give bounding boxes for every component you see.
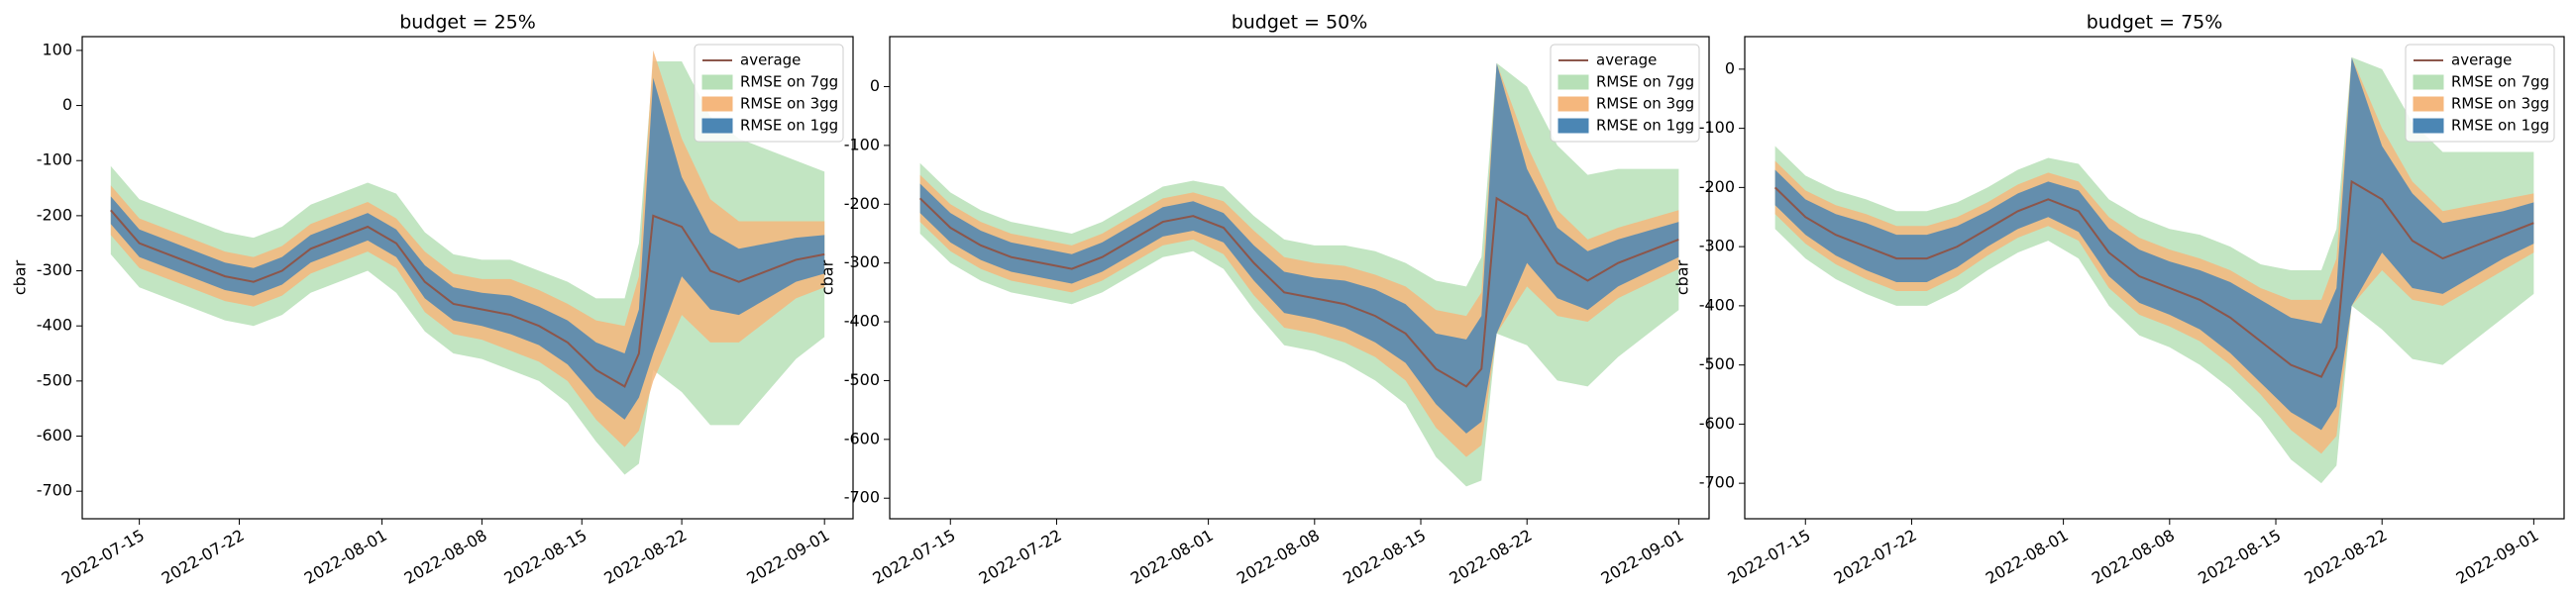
y-tick-label: 0 [62, 95, 72, 114]
y-tick-label: -700 [37, 481, 72, 500]
y-tick-label: -500 [844, 370, 880, 389]
y-tick-label: 0 [1725, 58, 1735, 77]
legend-swatch [701, 118, 733, 134]
plot-frame [889, 36, 1710, 520]
legend-label: RMSE on 3gg [740, 95, 838, 113]
legend-label: RMSE on 7gg [2451, 73, 2549, 91]
legend-label: average [740, 51, 801, 69]
y-tick-label: -300 [1699, 237, 1735, 255]
x-tick-label: 2022-08-15 [1340, 526, 1429, 588]
y-tick-label: -600 [844, 429, 880, 447]
y-tick-label: -500 [1699, 354, 1735, 373]
x-tick-label: 2022-08-15 [500, 526, 590, 588]
x-tick-label: 2022-07-15 [869, 526, 958, 588]
y-tick-label: -300 [37, 260, 72, 279]
legend-label: RMSE on 1gg [740, 117, 838, 135]
y-tick-label: -600 [1699, 414, 1735, 433]
x-tick-label: 2022-08-01 [301, 526, 390, 588]
average-line [1773, 179, 2534, 378]
y-tick-label: -400 [1699, 295, 1735, 314]
chart-title: budget = 75% [2087, 12, 2223, 34]
legend-swatch [2413, 118, 2444, 134]
y-tick-label: -500 [37, 370, 72, 389]
y-tick-label: -200 [1699, 177, 1735, 196]
legend-box [1550, 44, 1700, 143]
x-tick-label: 2022-08-08 [1234, 526, 1323, 588]
legend-box [694, 44, 844, 143]
y-tick-label: -200 [37, 205, 72, 224]
plot-frame [1744, 36, 2565, 520]
y-tick-label: -200 [844, 194, 880, 213]
x-tick-label: 2022-07-22 [159, 526, 248, 588]
y-tick-label: 100 [42, 40, 72, 58]
x-tick-label: 2022-09-01 [2453, 526, 2542, 588]
x-tick-label: 2022-07-22 [1831, 526, 1920, 588]
y-tick-label: -400 [844, 312, 880, 331]
legend-label: RMSE on 7gg [740, 73, 838, 91]
x-tick-label: 2022-08-22 [2301, 526, 2390, 588]
legend-label: RMSE on 1gg [1596, 117, 1694, 135]
x-tick-label: 2022-09-01 [1598, 526, 1687, 588]
x-tick-label: 2022-08-01 [1127, 526, 1217, 588]
legend-swatch [1557, 96, 1589, 112]
x-tick-label: 2022-09-01 [743, 526, 832, 588]
y-tick-label: -700 [844, 488, 880, 507]
x-tick-label: 2022-08-08 [401, 526, 490, 588]
y-tick-label: -700 [1699, 473, 1735, 492]
x-tick-label: 2022-08-22 [1446, 526, 1535, 588]
x-tick-label: 2022-07-22 [976, 526, 1065, 588]
x-tick-label: 2022-08-15 [2195, 526, 2284, 588]
y-tick-label: -400 [37, 316, 72, 335]
legend-swatch [1557, 74, 1589, 90]
average-line [918, 196, 1679, 388]
average-line [110, 209, 825, 388]
chart-title: budget = 25% [399, 12, 536, 34]
rmse-band [110, 77, 825, 420]
y-tick-label: -300 [844, 252, 880, 271]
legend-label: average [1596, 51, 1657, 69]
rmse-band [919, 62, 1679, 434]
x-tick-label: 2022-07-15 [1724, 526, 1813, 588]
legend-label: average [2451, 51, 2512, 69]
legend-label: RMSE on 1gg [2451, 117, 2549, 135]
legend-swatch [1557, 118, 1589, 134]
legend-label: RMSE on 3gg [2451, 95, 2549, 113]
legend-swatch [2413, 96, 2444, 112]
legend-swatch [701, 96, 733, 112]
x-tick-label: 2022-08-22 [600, 526, 690, 588]
y-tick-label: -100 [844, 135, 880, 153]
legend-swatch [2413, 74, 2444, 90]
y-tick-label: -100 [37, 150, 72, 169]
x-tick-label: 2022-08-01 [1983, 526, 2072, 588]
legend-label: RMSE on 7gg [1596, 73, 1694, 91]
x-tick-label: 2022-08-08 [2089, 526, 2178, 588]
legend-swatch [701, 74, 733, 90]
y-axis-label: cbar [11, 259, 30, 295]
y-tick-label: -600 [37, 426, 72, 445]
plot-frame [81, 36, 854, 520]
chart-title: budget = 50% [1232, 12, 1368, 34]
y-axis-label: cbar [818, 259, 837, 295]
y-tick-label: -100 [1699, 118, 1735, 137]
y-tick-label: 0 [870, 76, 880, 95]
legend-box [2405, 44, 2555, 143]
rmse-band [1774, 56, 2534, 431]
y-axis-label: cbar [1673, 259, 1692, 295]
x-tick-label: 2022-07-15 [58, 526, 148, 588]
legend-label: RMSE on 3gg [1596, 95, 1694, 113]
